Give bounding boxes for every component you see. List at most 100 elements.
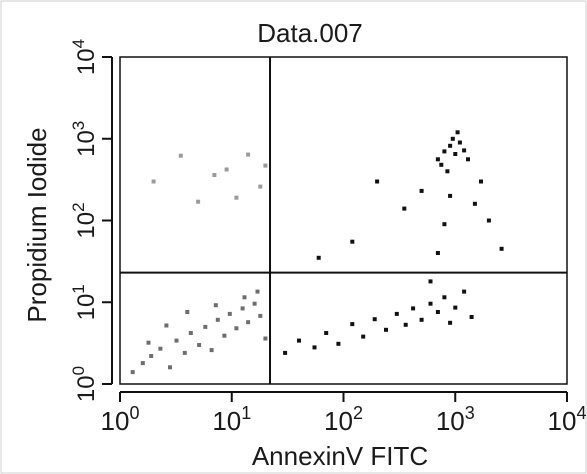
series-1 — [283, 130, 504, 355]
data-point — [182, 350, 187, 355]
data-point — [469, 315, 474, 319]
data-point — [448, 320, 453, 325]
data-point — [450, 136, 455, 141]
data-point — [453, 152, 458, 156]
data-point — [174, 338, 179, 343]
data-point — [372, 317, 377, 322]
data-point — [394, 311, 399, 316]
data-point — [499, 246, 504, 251]
data-point — [255, 289, 260, 294]
y-axis: 100 101 102 103 104 — [69, 39, 113, 402]
data-point — [209, 348, 214, 353]
data-point — [213, 303, 218, 308]
data-point — [402, 206, 407, 211]
x-tick-label: 101 — [212, 403, 251, 436]
data-point — [203, 324, 208, 329]
data-point — [316, 255, 321, 260]
data-point — [442, 295, 447, 300]
y-tick-label: 100 — [69, 366, 100, 402]
data-point — [234, 195, 239, 200]
data-point — [312, 345, 317, 350]
data-point — [361, 334, 366, 339]
data-point — [419, 188, 424, 193]
data-point — [453, 305, 458, 310]
series-0 — [130, 289, 268, 375]
data-point — [435, 157, 440, 162]
data-point — [151, 179, 156, 184]
data-point — [439, 162, 444, 167]
chart-title: Data.007 — [257, 18, 363, 48]
data-point — [283, 350, 288, 355]
data-point — [462, 148, 467, 153]
data-point — [442, 222, 447, 227]
x-tick-label: 102 — [324, 403, 363, 436]
x-axis-label: AnnexinV FITC — [252, 441, 428, 471]
data-point — [435, 310, 440, 314]
data-point — [428, 279, 433, 284]
data-point — [258, 184, 263, 189]
data-point — [263, 163, 268, 168]
data-point — [185, 310, 190, 314]
data-point — [479, 179, 483, 184]
data-point — [215, 317, 220, 322]
data-point — [258, 313, 263, 318]
quadrant-gates — [120, 57, 567, 384]
data-point — [457, 140, 462, 145]
data-point — [149, 354, 154, 358]
data-point — [375, 179, 380, 184]
data-point — [411, 306, 416, 311]
x-tick-label: 104 — [548, 403, 587, 436]
data-point — [130, 370, 135, 375]
y-axis-label: Propidium Iodide — [22, 127, 52, 322]
data-point — [448, 143, 453, 148]
data-point — [196, 199, 201, 204]
data-point — [252, 301, 257, 306]
data-point — [197, 343, 202, 347]
data-point — [240, 306, 245, 311]
data-point — [246, 152, 251, 157]
data-point — [448, 193, 453, 198]
data-point — [212, 173, 217, 177]
data-point — [442, 149, 447, 154]
y-tick-label: 104 — [69, 39, 100, 75]
data-point — [222, 333, 227, 338]
data-point — [242, 295, 247, 300]
data-point — [445, 169, 450, 174]
data-point — [246, 320, 251, 325]
data-point — [435, 251, 440, 255]
data-point — [428, 301, 433, 306]
data-point — [466, 157, 470, 162]
data-point — [350, 322, 355, 327]
data-point — [227, 311, 232, 316]
x-tick-label: 100 — [101, 403, 140, 436]
data-point — [297, 338, 301, 343]
data-points — [130, 130, 504, 375]
data-point — [224, 167, 229, 172]
data-point — [178, 153, 183, 158]
data-point — [384, 327, 388, 332]
y-tick-label: 103 — [69, 121, 100, 157]
x-axis: 100 101 102 103 104 — [101, 391, 587, 436]
data-point — [263, 336, 268, 341]
x-tick-label: 103 — [436, 403, 475, 436]
data-point — [168, 365, 172, 370]
data-point — [419, 317, 424, 322]
y-tick-label: 101 — [69, 284, 100, 320]
data-point — [164, 323, 169, 328]
data-point — [140, 361, 145, 366]
data-point — [403, 322, 408, 327]
data-point — [188, 331, 193, 335]
series-2 — [151, 152, 268, 204]
data-point — [455, 130, 460, 135]
plot-area — [119, 56, 568, 385]
data-point — [350, 239, 355, 244]
data-point — [158, 346, 163, 351]
y-tick-label: 102 — [69, 202, 100, 238]
data-point — [146, 340, 151, 345]
data-point — [462, 289, 467, 294]
data-point — [486, 218, 491, 223]
data-point — [336, 341, 341, 346]
